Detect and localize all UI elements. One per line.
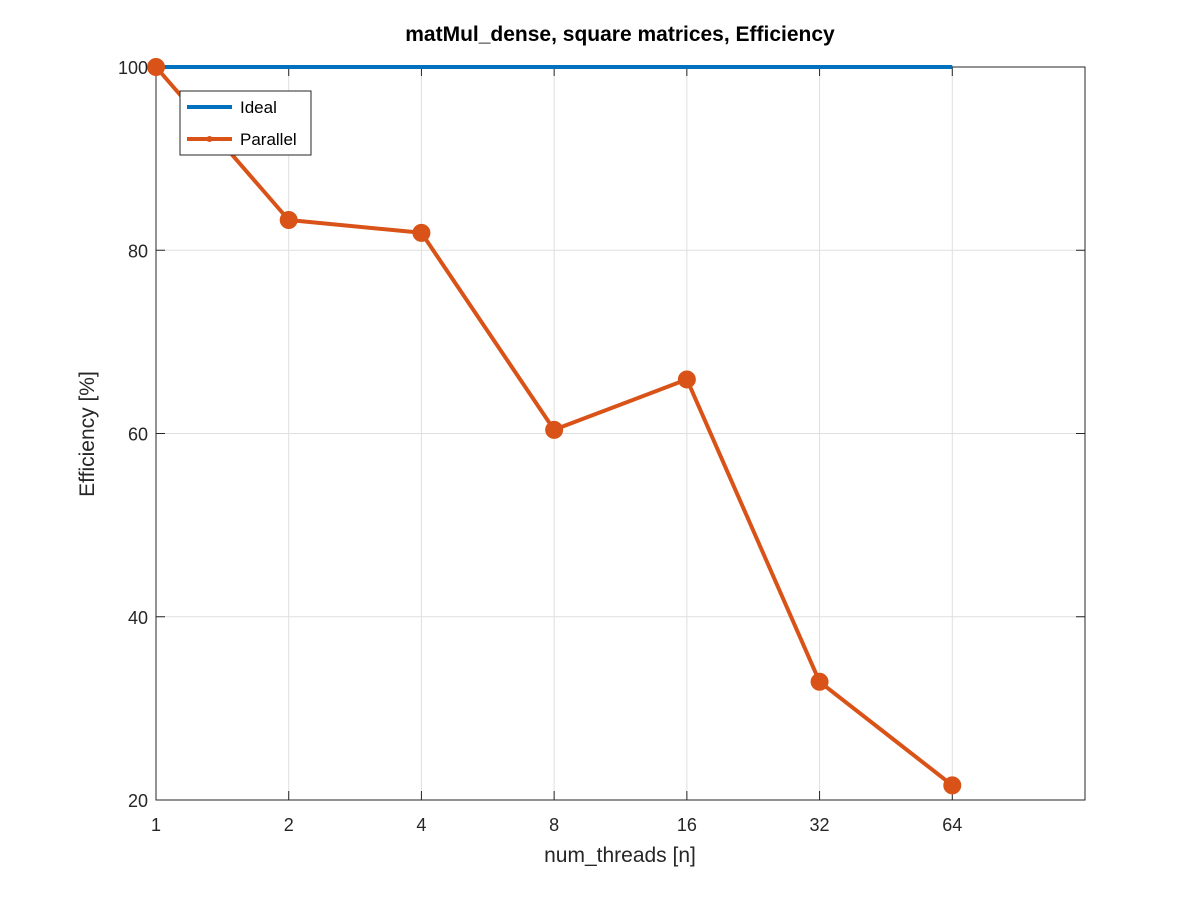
data-point-parallel: [412, 223, 431, 242]
legend-box: [179, 90, 312, 156]
y-tick-label: 80: [128, 241, 148, 261]
x-tick-labels: 1 2 4 8 16 32 64: [151, 815, 962, 835]
data-point-parallel: [810, 672, 829, 691]
x-tick-label: 64: [942, 815, 962, 835]
y-tick-label: 60: [128, 425, 148, 445]
x-axis-label: num_threads [n]: [544, 844, 696, 867]
x-tick-label: 4: [416, 815, 426, 835]
x-tick-label: 32: [810, 815, 830, 835]
chart-title: matMul_dense, square matrices, Efficienc…: [405, 23, 835, 46]
x-tick-label: 2: [284, 815, 294, 835]
data-point-parallel: [943, 776, 962, 795]
data-point-parallel: [677, 370, 696, 389]
y-tick-labels: 20 40 60 80 100: [118, 58, 148, 811]
x-tick-label: 8: [549, 815, 559, 835]
legend-label-parallel: Parallel: [240, 130, 297, 149]
data-point-parallel: [147, 58, 165, 76]
series-lines: [147, 58, 962, 795]
y-tick-label: 20: [128, 791, 148, 811]
legend-marker-parallel: [206, 136, 213, 142]
data-point-parallel: [279, 211, 298, 230]
y-tick-label: 100: [118, 58, 148, 78]
data-point-parallel: [545, 420, 564, 439]
legend: Ideal Parallel: [179, 90, 312, 156]
x-tick-label: 1: [151, 815, 161, 835]
x-tick-label: 16: [677, 815, 697, 835]
y-axis-label: Efficiency [%]: [76, 371, 99, 497]
y-tick-label: 40: [128, 608, 148, 628]
legend-label-ideal: Ideal: [240, 98, 277, 117]
